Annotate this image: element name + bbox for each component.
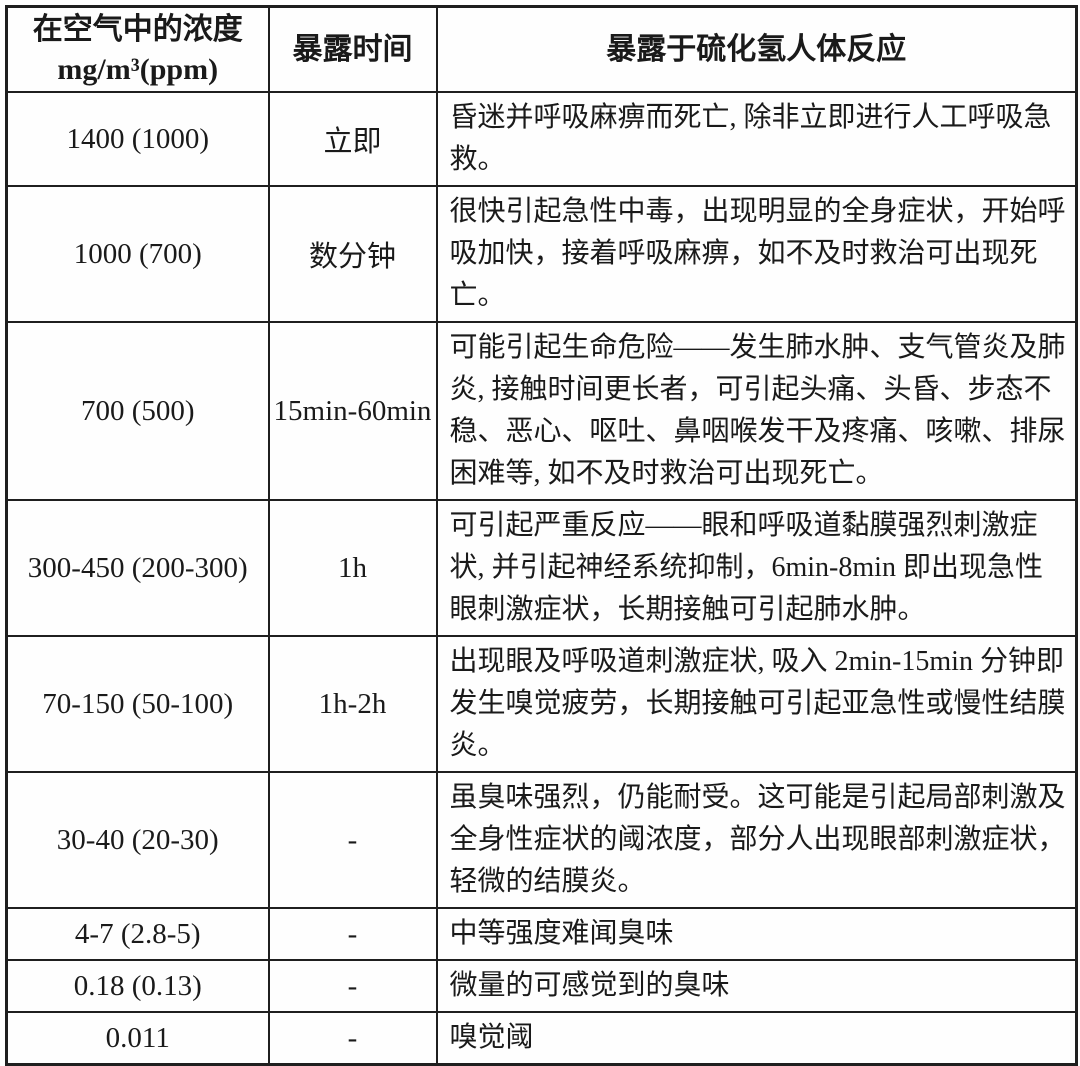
table-header: 在空气中的浓度 mg/m³(ppm) 暴露时间 暴露于硫化氢人体反应 (5, 5, 1078, 93)
cell-concentration: 1000 (700) (5, 185, 270, 323)
cell-body-reaction: 昏迷并呼吸麻痹而死亡, 除非立即进行人工呼吸急救。 (435, 91, 1078, 187)
cell-concentration: 1400 (1000) (5, 91, 270, 187)
table-row: 4-7 (2.8-5) - 中等强度难闻臭味 (5, 907, 1078, 961)
table-row: 70-150 (50-100) 1h-2h 出现眼及呼吸道刺激症状, 吸入 2m… (5, 635, 1078, 773)
cell-body-reaction: 出现眼及呼吸道刺激症状, 吸入 2min-15min 分钟即发生嗅觉疲劳，长期接… (435, 635, 1078, 773)
cell-exposure-time: - (267, 771, 438, 909)
cell-concentration: 70-150 (50-100) (5, 635, 270, 773)
table-row: 0.011 - 嗅觉阈 (5, 1011, 1078, 1066)
cell-exposure-time: 1h (267, 499, 438, 637)
cell-exposure-time: 数分钟 (267, 185, 438, 323)
cell-exposure-time: - (267, 959, 438, 1013)
table-row: 1000 (700) 数分钟 很快引起急性中毒，出现明显的全身症状，开始呼吸加快… (5, 185, 1078, 323)
cell-concentration: 30-40 (20-30) (5, 771, 270, 909)
table-row: 0.18 (0.13) - 微量的可感觉到的臭味 (5, 959, 1078, 1013)
table-row: 300-450 (200-300) 1h 可引起严重反应——眼和呼吸道黏膜强烈刺… (5, 499, 1078, 637)
cell-concentration: 0.011 (5, 1011, 270, 1066)
cell-concentration: 300-450 (200-300) (5, 499, 270, 637)
cell-concentration: 700 (500) (5, 321, 270, 501)
table-row: 700 (500) 15min-60min 可能引起生命危险——发生肺水肿、支气… (5, 321, 1078, 501)
table-row: 1400 (1000) 立即 昏迷并呼吸麻痹而死亡, 除非立即进行人工呼吸急救。 (5, 91, 1078, 187)
cell-body-reaction: 中等强度难闻臭味 (435, 907, 1078, 961)
cell-body-reaction: 很快引起急性中毒，出现明显的全身症状，开始呼吸加快，接着呼吸麻痹，如不及时救治可… (435, 185, 1078, 323)
cell-body-reaction: 可能引起生命危险——发生肺水肿、支气管炎及肺炎, 接触时间更长者，可引起头痛、头… (435, 321, 1078, 501)
cell-exposure-time: 15min-60min (267, 321, 438, 501)
table-row: 30-40 (20-30) - 虽臭味强烈，仍能耐受。这可能是引起局部刺激及全身… (5, 771, 1078, 909)
cell-concentration: 0.18 (0.13) (5, 959, 270, 1013)
cell-exposure-time: - (267, 907, 438, 961)
cell-body-reaction: 虽臭味强烈，仍能耐受。这可能是引起局部刺激及全身性症状的阈浓度，部分人出现眼部刺… (435, 771, 1078, 909)
header-concentration-line2: mg/m³(ppm) (57, 52, 219, 86)
h2s-exposure-effects-table: 在空气中的浓度 mg/m³(ppm) 暴露时间 暴露于硫化氢人体反应 1400 … (5, 5, 1078, 1066)
header-concentration-line1: 在空气中的浓度 (32, 12, 243, 46)
cell-exposure-time: - (267, 1011, 438, 1066)
header-cell-body-reaction: 暴露于硫化氢人体反应 (435, 5, 1078, 93)
cell-body-reaction: 嗅觉阈 (435, 1011, 1078, 1066)
header-row: 在空气中的浓度 mg/m³(ppm) 暴露时间 暴露于硫化氢人体反应 (5, 5, 1078, 93)
cell-concentration: 4-7 (2.8-5) (5, 907, 270, 961)
header-cell-exposure-time: 暴露时间 (267, 5, 438, 93)
cell-body-reaction: 可引起严重反应——眼和呼吸道黏膜强烈刺激症状, 并引起神经系统抑制，6min-8… (435, 499, 1078, 637)
table-body: 1400 (1000) 立即 昏迷并呼吸麻痹而死亡, 除非立即进行人工呼吸急救。… (5, 91, 1078, 1066)
header-cell-concentration: 在空气中的浓度 mg/m³(ppm) (5, 5, 270, 93)
cell-exposure-time: 1h-2h (267, 635, 438, 773)
cell-body-reaction: 微量的可感觉到的臭味 (435, 959, 1078, 1013)
cell-exposure-time: 立即 (267, 91, 438, 187)
